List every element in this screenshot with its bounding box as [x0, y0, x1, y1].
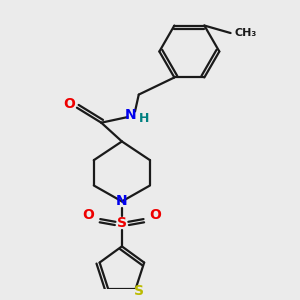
Text: O: O — [82, 208, 94, 223]
Text: O: O — [64, 97, 75, 111]
Text: S: S — [134, 284, 144, 298]
Text: N: N — [116, 194, 128, 208]
Text: O: O — [150, 208, 162, 223]
Text: S: S — [117, 216, 127, 230]
Text: N: N — [124, 108, 136, 122]
Text: CH₃: CH₃ — [234, 28, 256, 38]
Text: H: H — [139, 112, 150, 125]
